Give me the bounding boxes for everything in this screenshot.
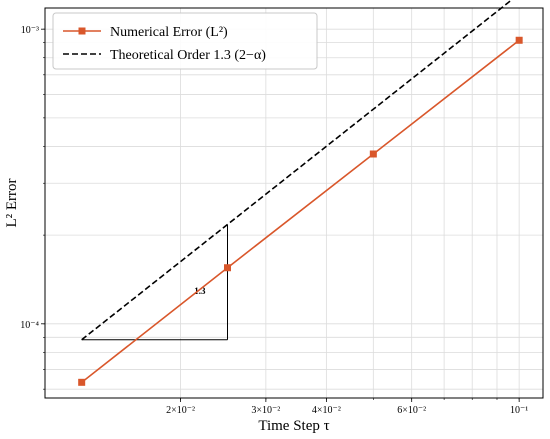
x-tick-label: 10⁻¹ [510, 405, 528, 416]
legend-label-0: Numerical Error (L²) [110, 25, 228, 40]
series-marker-0 [224, 264, 232, 272]
y-tick-label: 10⁻⁴ [20, 320, 39, 331]
legend-marker-0 [78, 27, 86, 35]
y-axis-title: L² Error [4, 178, 20, 227]
grid-lines [45, 8, 543, 398]
series-line-1 [81, 0, 513, 341]
series-marker-0 [369, 150, 377, 158]
series-marker-0 [515, 36, 523, 44]
x-tick-label: 2×10⁻² [166, 405, 195, 416]
slope-label: 1.3 [194, 286, 206, 296]
series-line-0 [81, 39, 520, 383]
series-marker-0 [78, 378, 86, 386]
y-tick-label: 10⁻³ [21, 25, 39, 36]
slope-triangle: 1.3 [81, 224, 229, 341]
tick-layer: 2×10⁻² 3×10⁻² 4×10⁻² 6×10⁻² 10⁻¹ 10⁻⁴ 10⁻³ [20, 25, 528, 416]
series-layer [78, 0, 523, 386]
legend: Numerical Error (L²) Theoretical Order 1.… [52, 12, 318, 70]
legend-label-1: Theoretical Order 1.3 (2−α) [110, 48, 266, 63]
x-tick-label: 6×10⁻² [397, 405, 426, 416]
x-axis-title: Time Step τ [258, 418, 329, 434]
plot-frame [44, 7, 544, 399]
legend-box [52, 12, 318, 70]
x-tick-label: 4×10⁻² [312, 405, 341, 416]
x-tick-label: 3×10⁻² [251, 405, 280, 416]
